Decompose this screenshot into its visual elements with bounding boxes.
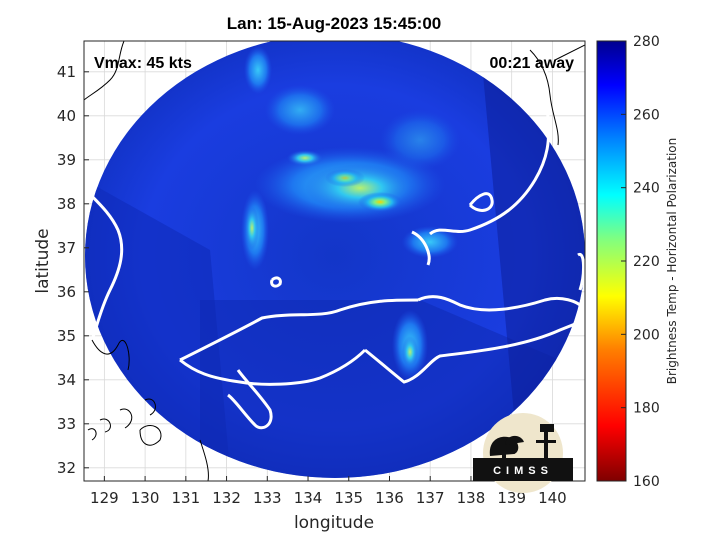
colorbar-tick-label: 260 (633, 107, 660, 123)
x-tick-label: 131 (172, 489, 201, 507)
colorbar-tick-label: 160 (633, 474, 660, 490)
plot-title: Lan: 15-Aug-2023 15:45:00 (227, 14, 441, 33)
coastlines-outside-swath (84, 41, 585, 481)
vmax-label: Vmax: 45 kts (94, 55, 192, 72)
y-tick-label: 37 (57, 239, 76, 257)
y-tick-label: 34 (57, 371, 76, 389)
cimss-satellite-dish-logo: CIMSS (473, 413, 573, 493)
x-tick-label: 134 (294, 489, 323, 507)
x-tick-label: 133 (253, 489, 282, 507)
colorbar-tick-label: 220 (633, 254, 660, 270)
y-tick-label: 35 (57, 327, 76, 345)
y-tick-label: 32 (57, 459, 76, 477)
colorbar-tick-label: 240 (633, 181, 660, 197)
coastlines (84, 49, 585, 430)
x-tick-label: 132 (212, 489, 241, 507)
x-tick-label: 138 (457, 489, 486, 507)
colorbar-tick-label: 280 (633, 34, 660, 50)
cimss-logo-text: CIMSS (493, 465, 553, 477)
y-tick-label: 39 (57, 151, 76, 169)
time-away-label: 00:21 away (489, 55, 574, 72)
y-tick-label: 33 (57, 415, 76, 433)
y-tick-label: 41 (57, 63, 76, 81)
x-tick-label: 140 (538, 489, 567, 507)
y-tick-label: 40 (57, 107, 76, 125)
y-tick-labels: 32 33 34 35 36 37 38 39 40 41 (57, 63, 89, 477)
storm-clouds (85, 41, 585, 478)
x-tick-label: 135 (334, 489, 363, 507)
colorbar-tick-label: 180 (633, 401, 660, 417)
colorbar-tick-label: 200 (633, 327, 660, 343)
y-tick-label: 38 (57, 195, 76, 213)
y-axis-label: latitude (33, 228, 53, 293)
colorbar-title: Brightness Temp - Horizontal Polarizatio… (665, 138, 679, 385)
x-tick-label: 139 (497, 489, 526, 507)
x-tick-label: 129 (90, 489, 119, 507)
x-tick-label: 137 (416, 489, 445, 507)
x-tick-label: 136 (375, 489, 404, 507)
axes-frame (83, 40, 586, 482)
y-tick-label: 36 (57, 283, 76, 301)
colorbar-tick-labels: 160 180 200 220 240 260 280 (621, 34, 660, 490)
x-tick-labels: 129 130 131 132 133 134 135 136 137 138 139 140 (90, 476, 567, 507)
x-tick-label: 130 (131, 489, 160, 507)
x-axis-label: longitude (294, 513, 374, 533)
